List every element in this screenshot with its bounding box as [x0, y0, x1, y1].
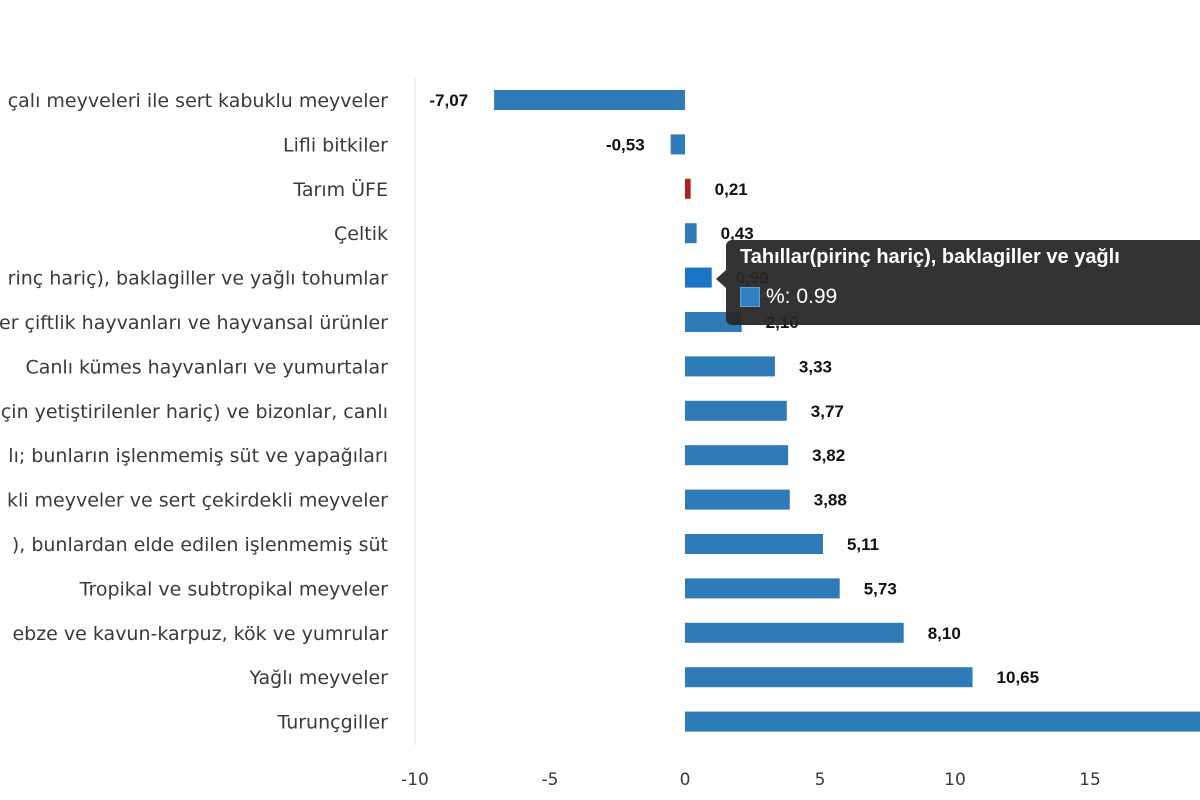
data-label: 3,82	[812, 446, 845, 465]
data-label: 0,43	[721, 224, 754, 243]
x-tick-label: -5	[542, 770, 559, 790]
category-label: lı; bunların işlenmemiş süt ve yapağılar…	[8, 445, 388, 467]
x-tick-label: -10	[401, 770, 429, 790]
bar[interactable]	[685, 622, 904, 643]
data-label: -0,53	[606, 135, 645, 154]
data-label: 8,10	[928, 624, 961, 643]
category-label: Yağlı meyveler	[249, 667, 389, 689]
tooltip-row: %: 0.99	[740, 285, 837, 309]
category-label: Lifli bitkiler	[283, 134, 388, 156]
category-label: ebze ve kavun-karpuz, kök ve yumrular	[12, 623, 388, 645]
bar[interactable]	[685, 534, 823, 554]
tooltip-title: Tahıllar(pirinç hariç), baklagiller ve y…	[740, 246, 1120, 268]
tooltip-arrow	[716, 270, 726, 288]
x-tick-label: 10	[944, 770, 966, 790]
x-tick-label: 5	[815, 770, 826, 790]
data-label: 3,77	[811, 402, 844, 421]
tooltip-value: %: 0.99	[766, 285, 838, 308]
bar[interactable]	[685, 356, 775, 377]
bar[interactable]	[494, 90, 685, 110]
category-label: er çiftlik hayvanları ve hayvansal ürünl…	[0, 312, 388, 334]
bar[interactable]	[685, 223, 697, 244]
data-label: 0,21	[715, 180, 748, 199]
category-label: rinç hariç), baklagiller ve yağlı tohuml…	[8, 268, 389, 290]
category-label: kli meyveler ve sert çekirdekli meyveler	[7, 490, 388, 512]
x-tick-label: 0	[680, 770, 691, 790]
category-label: Canlı kümes hayvanları ve yumurtalar	[25, 356, 388, 378]
data-label: 5,11	[847, 535, 879, 554]
data-label: 3,33	[799, 357, 832, 376]
tooltip-swatch-icon	[740, 287, 760, 307]
bar[interactable]	[685, 178, 691, 199]
category-label: çalı meyveleri ile sert kabuklu meyveler	[8, 90, 388, 112]
tooltip: Tahıllar(pirinç hariç), baklagiller ve y…	[716, 240, 1200, 325]
data-label: -7,07	[429, 91, 468, 110]
category-label: ), bunlardan elde edilen işlenmemiş süt	[12, 534, 388, 556]
category-label: Tarım ÜFE	[292, 178, 388, 201]
bar[interactable]	[685, 400, 787, 421]
category-label: Turunçgiller	[276, 712, 388, 734]
bar[interactable]	[685, 489, 790, 510]
bar[interactable]	[670, 134, 685, 155]
bar[interactable]	[685, 267, 712, 288]
data-label: 5,73	[864, 579, 897, 598]
data-label: 10,65	[997, 668, 1040, 687]
category-label: Çeltik	[334, 223, 388, 245]
bar[interactable]	[685, 578, 840, 599]
category-label: çin yetiştirilenler hariç) ve bizonlar, …	[1, 401, 388, 423]
bar[interactable]	[685, 667, 973, 688]
x-tick-label: 15	[1079, 770, 1101, 790]
data-label: 3,88	[814, 491, 847, 510]
bar[interactable]	[685, 711, 1200, 732]
bar[interactable]	[685, 445, 789, 466]
category-label: Tropikal ve subtropikal meyveler	[79, 578, 389, 600]
